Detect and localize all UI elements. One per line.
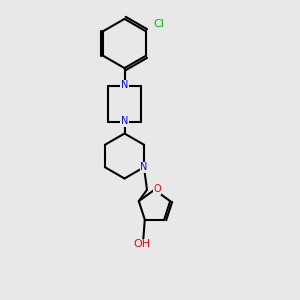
Text: N: N [140, 162, 148, 172]
Text: N: N [121, 80, 128, 91]
Text: N: N [121, 116, 128, 127]
Text: O: O [153, 184, 161, 194]
Text: Cl: Cl [153, 19, 164, 29]
Text: OH: OH [134, 239, 151, 250]
